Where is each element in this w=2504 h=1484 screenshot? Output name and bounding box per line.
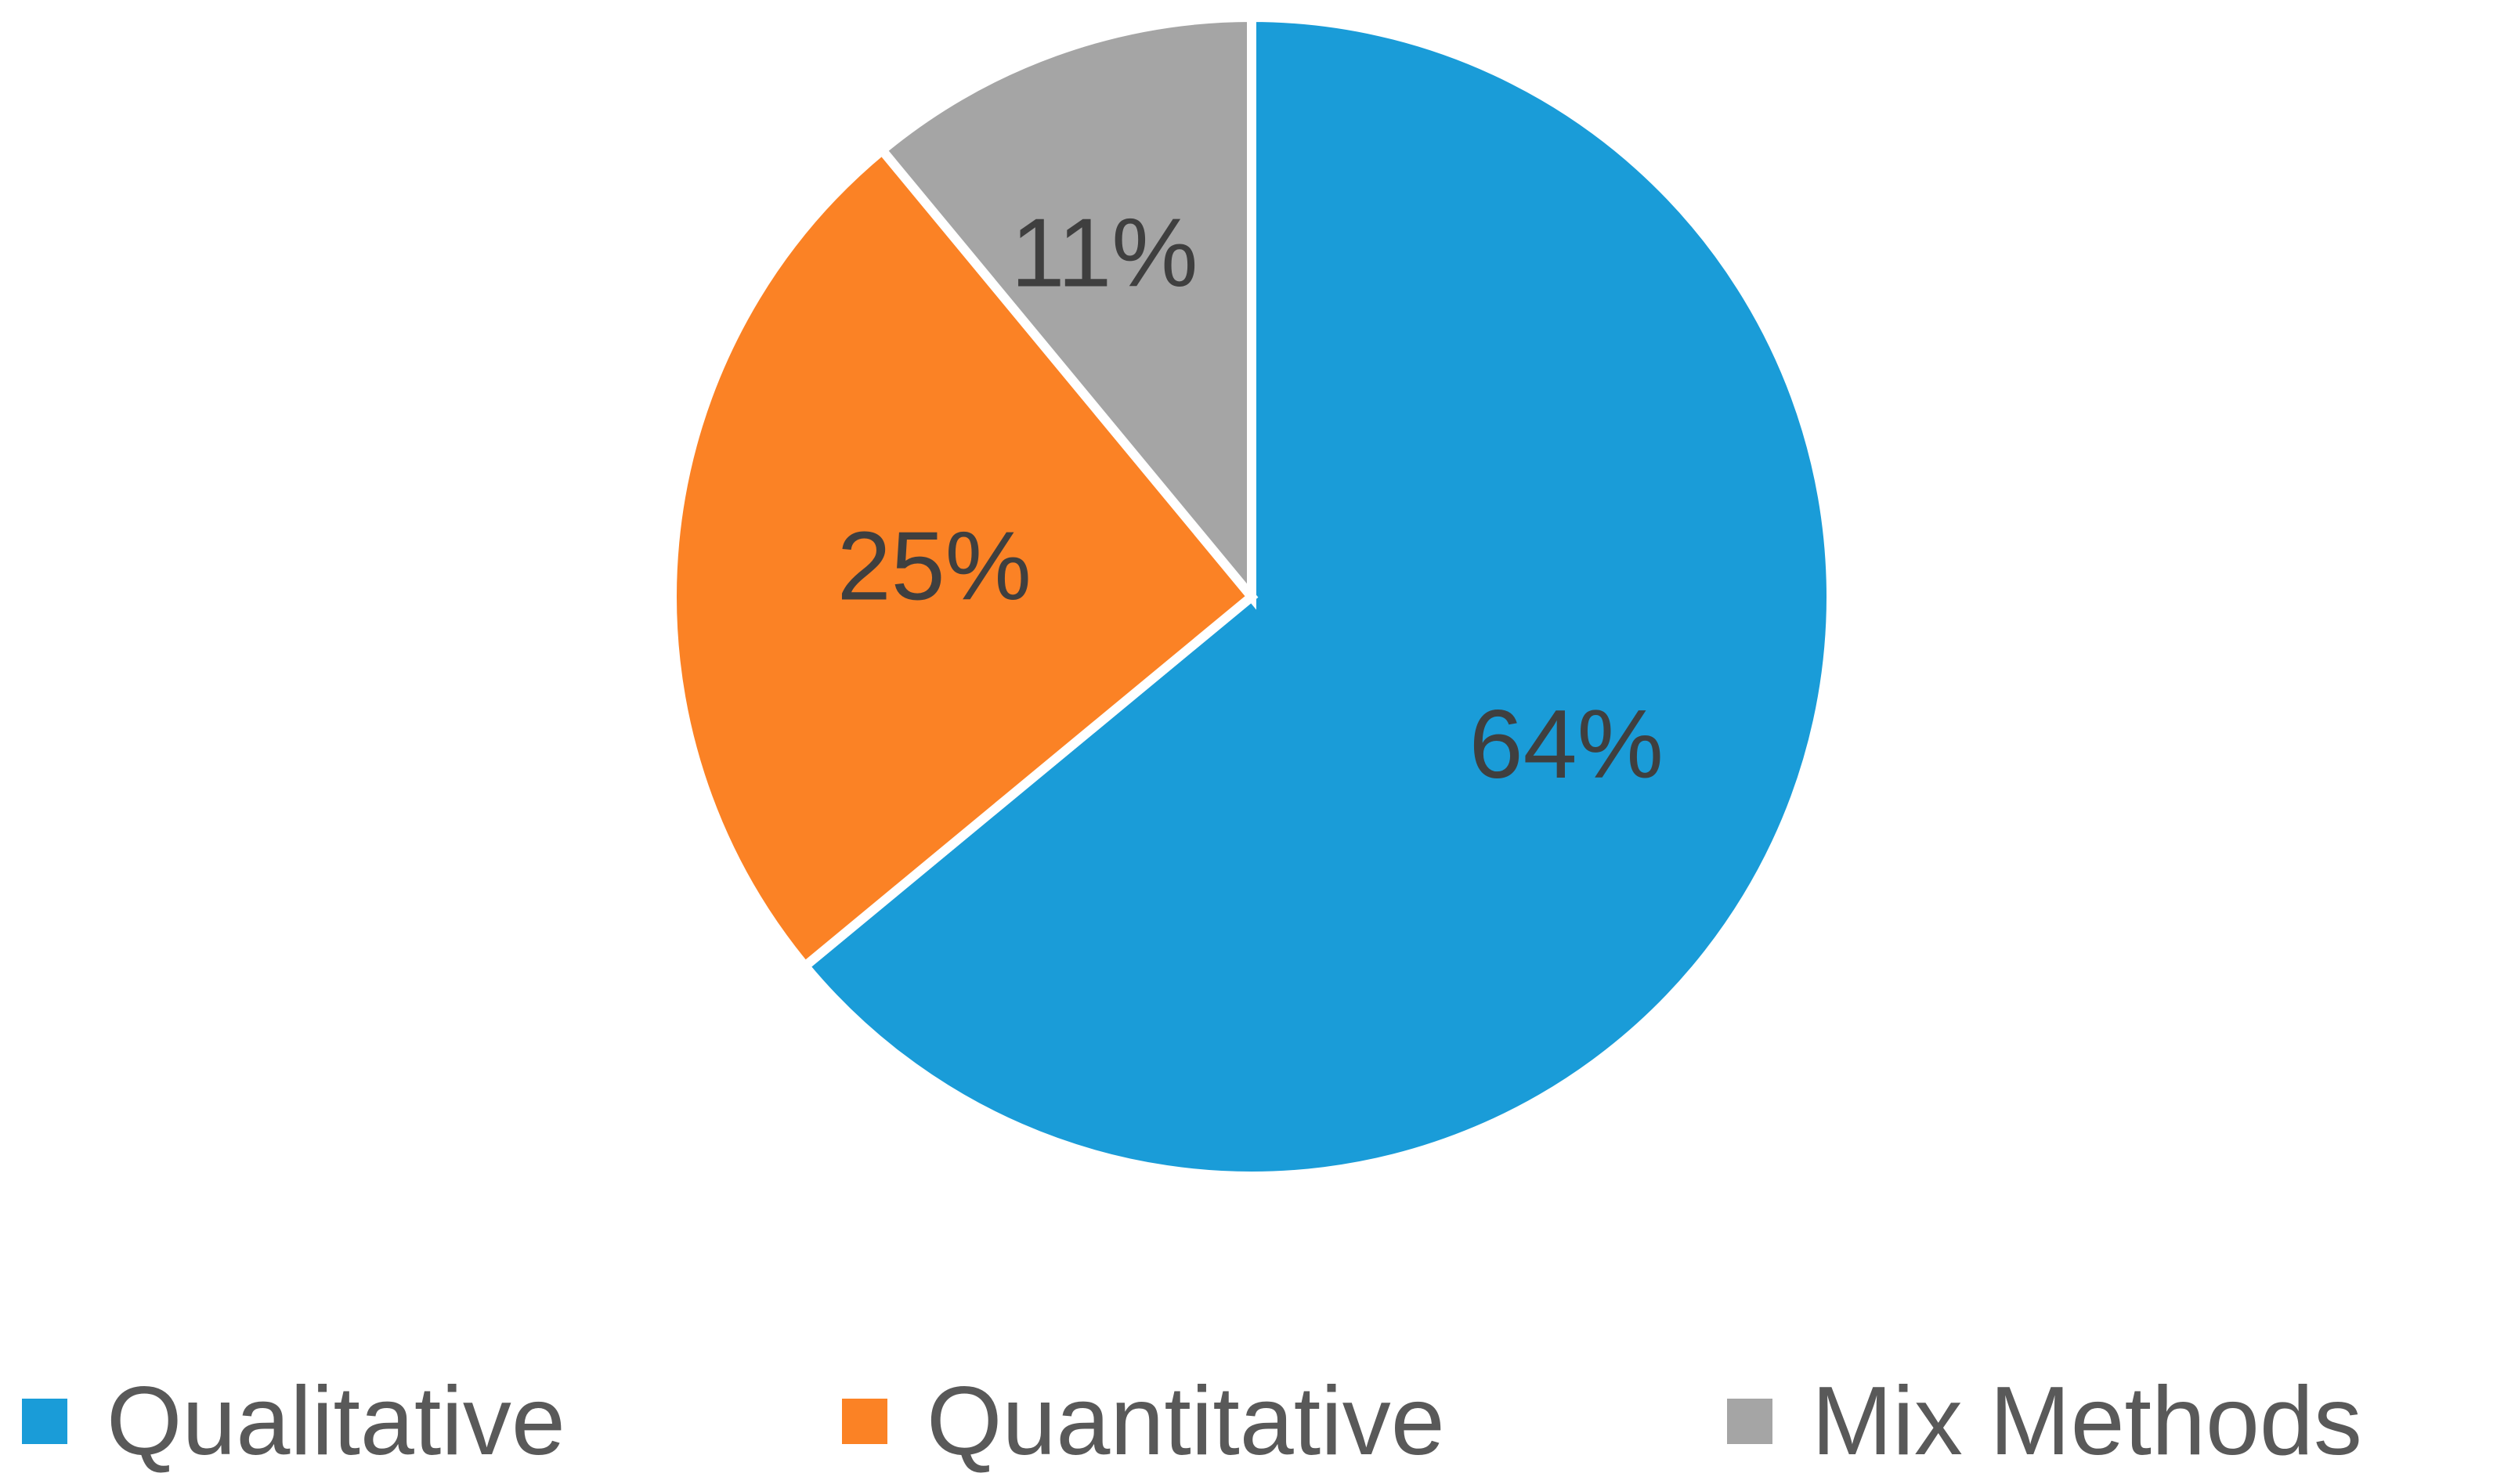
legend-item-quantitative: Quantitative bbox=[842, 1367, 1445, 1475]
legend-label-quantitative: Quantitative bbox=[927, 1367, 1445, 1475]
data-label-qualitative: 64% bbox=[1469, 691, 1664, 799]
pie-data-labels: 64% 25% 11% bbox=[837, 199, 1664, 799]
legend-item-mix-methods: Mix Methods bbox=[1727, 1367, 2362, 1475]
legend-item-qualitative: Qualitative bbox=[22, 1367, 565, 1475]
legend: Qualitative Quantitative Mix Methods bbox=[22, 1367, 2362, 1475]
legend-label-qualitative: Qualitative bbox=[107, 1367, 565, 1475]
pie-slice-quantitative bbox=[667, 143, 1259, 973]
legend-swatch-qualitative bbox=[22, 1399, 67, 1444]
pie-slice-qualitative bbox=[798, 12, 1836, 1181]
pie-slice-mix-methods bbox=[875, 12, 1256, 610]
legend-label-mix-methods: Mix Methods bbox=[1812, 1367, 2362, 1475]
legend-swatch-mix-methods bbox=[1727, 1399, 1772, 1444]
data-label-quantitative: 25% bbox=[837, 513, 1032, 621]
pie-slices bbox=[667, 12, 1836, 1181]
data-label-mix-methods: 11% bbox=[1011, 199, 1198, 307]
legend-swatch-quantitative bbox=[842, 1399, 887, 1444]
